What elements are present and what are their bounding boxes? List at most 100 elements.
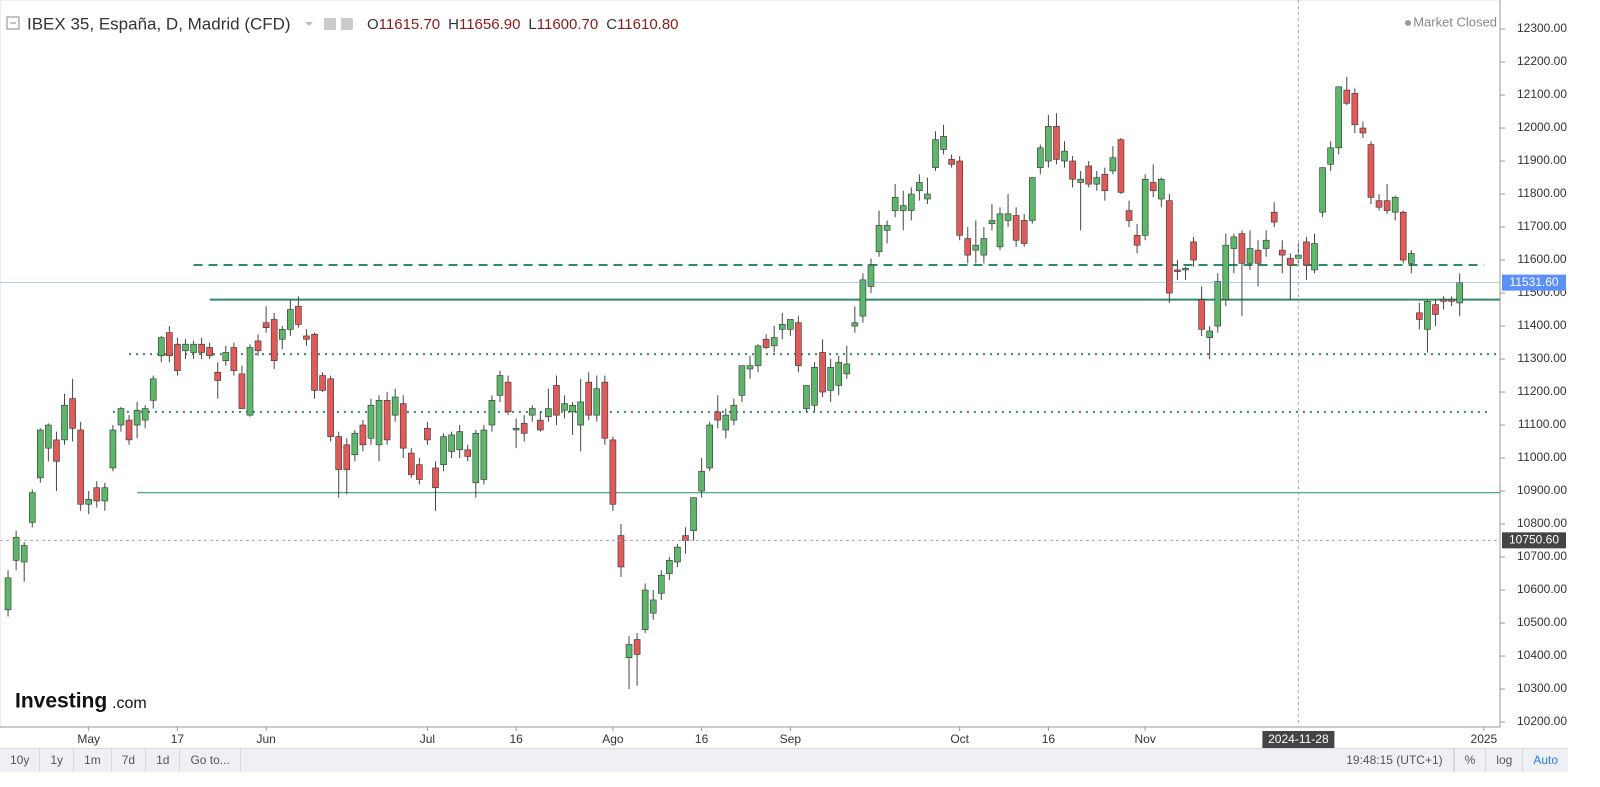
candle-body bbox=[149, 378, 157, 401]
candle-body bbox=[924, 193, 931, 200]
candle-body bbox=[827, 366, 834, 391]
candle-body bbox=[1222, 244, 1230, 300]
candle-body bbox=[706, 424, 713, 469]
y-tick-label: 11800.00 bbox=[1517, 186, 1566, 200]
candle-body bbox=[206, 347, 213, 357]
y-tick-label: 11000.00 bbox=[1517, 450, 1566, 464]
x-tick-label: Ago bbox=[602, 732, 624, 746]
candle-body bbox=[448, 434, 455, 452]
range-button[interactable]: 7d bbox=[112, 749, 147, 772]
x-tick-label: 16 bbox=[1042, 732, 1056, 746]
candle-body bbox=[1053, 126, 1060, 160]
last-price-box bbox=[1502, 274, 1566, 291]
candle-body bbox=[77, 429, 84, 505]
candle-body bbox=[93, 487, 101, 502]
candle-body bbox=[230, 347, 238, 371]
ohlc-value: 11615.70 bbox=[379, 16, 440, 33]
candle-body bbox=[1093, 177, 1101, 185]
candle-body bbox=[1174, 269, 1181, 272]
ohlc-key: C bbox=[606, 16, 617, 33]
crosshair-x-box bbox=[1262, 731, 1335, 748]
candle-body bbox=[948, 159, 955, 165]
candle-body bbox=[770, 337, 778, 347]
ohlc-key: L bbox=[528, 16, 536, 33]
candle-body bbox=[278, 329, 286, 340]
candle-body bbox=[1149, 182, 1157, 192]
x-tick-label: 17 bbox=[171, 732, 185, 746]
candle-body bbox=[537, 419, 544, 431]
candle-body bbox=[1254, 249, 1262, 264]
candle-body bbox=[843, 363, 851, 375]
candle-body bbox=[311, 333, 318, 391]
x-tick-label: Jul bbox=[420, 732, 435, 746]
y-tick-label: 12200.00 bbox=[1517, 54, 1567, 68]
candle-body bbox=[1166, 200, 1173, 294]
y-tick-label: 11300.00 bbox=[1517, 351, 1566, 365]
candle-body bbox=[738, 365, 746, 396]
crosshair-y-label: 10750.60 bbox=[1509, 533, 1559, 547]
candle-body bbox=[1448, 299, 1455, 302]
candle-body bbox=[1133, 234, 1141, 246]
range-button[interactable]: 1m bbox=[74, 749, 112, 772]
chart: 10200.00 10300.00 10400.00 10500.00 10600.00… bbox=[0, 0, 1567, 748]
dropdown-icon[interactable] bbox=[305, 22, 313, 26]
candle-body bbox=[972, 244, 980, 251]
candle-body bbox=[883, 225, 891, 231]
candle-body bbox=[4, 577, 12, 611]
candle-body bbox=[222, 352, 230, 361]
candle-body bbox=[835, 362, 843, 386]
status-dot bbox=[1405, 20, 1411, 26]
candle-body bbox=[198, 343, 205, 353]
market-status: Market Closed bbox=[1413, 14, 1497, 29]
candle-body bbox=[85, 498, 93, 505]
candle-body bbox=[319, 375, 326, 391]
candle-body bbox=[1311, 243, 1318, 271]
candle-body bbox=[553, 385, 560, 416]
settings-icon[interactable] bbox=[341, 18, 353, 30]
range-button[interactable]: 10y bbox=[0, 749, 41, 772]
candle-body bbox=[190, 343, 197, 353]
candle-body bbox=[295, 305, 302, 325]
candle-body bbox=[351, 432, 359, 456]
candle-body bbox=[12, 536, 20, 561]
candle-body bbox=[1069, 160, 1076, 180]
candle-body bbox=[1335, 86, 1343, 149]
candle-body bbox=[601, 381, 609, 439]
candle-body bbox=[528, 408, 536, 416]
collapse-icon[interactable] bbox=[6, 16, 20, 30]
candle-body bbox=[1270, 211, 1278, 223]
y-tick-label: 10600.00 bbox=[1517, 582, 1567, 596]
candle-body bbox=[1399, 211, 1407, 261]
settings-icon[interactable] bbox=[324, 18, 336, 30]
y-tick-label: 12000.00 bbox=[1517, 120, 1567, 134]
candle-body bbox=[690, 497, 697, 531]
y-tick-label: 10300.00 bbox=[1517, 681, 1567, 695]
candle-body bbox=[1206, 330, 1213, 338]
candle-body bbox=[1028, 177, 1036, 221]
ohlc-readout: O11615.70 H11656.90 L11600.70 C11610.80 bbox=[367, 16, 679, 33]
toolbar: 10y 1y 1m 7d 1d Go to... 19:48:15 (UTC+1)% log A… bbox=[0, 748, 1568, 772]
ohlc-value: 11600.70 bbox=[537, 16, 598, 33]
candle-body bbox=[1182, 267, 1189, 271]
range-button[interactable]: 1d bbox=[146, 749, 181, 772]
scale-option[interactable]: Auto bbox=[1522, 749, 1568, 772]
scale-option[interactable]: log bbox=[1485, 749, 1522, 772]
candle-body bbox=[1109, 157, 1117, 172]
candle-body bbox=[1190, 241, 1197, 261]
candle-body bbox=[1375, 200, 1383, 208]
scale-option[interactable]: % bbox=[1453, 749, 1486, 772]
candle-body bbox=[69, 398, 76, 429]
candle-body bbox=[561, 403, 568, 411]
goto-button[interactable]: Go to... bbox=[180, 749, 241, 772]
x-tick-label: Jun bbox=[256, 732, 275, 746]
candle-body bbox=[1085, 165, 1093, 185]
candle-body bbox=[891, 197, 899, 211]
x-tick-label: 16 bbox=[695, 732, 709, 746]
candle-body bbox=[617, 535, 625, 568]
candle-body bbox=[375, 399, 383, 446]
range-button[interactable]: 1y bbox=[40, 749, 75, 772]
candle-body bbox=[1278, 249, 1286, 256]
candle-body bbox=[1383, 200, 1391, 211]
candle-body bbox=[1440, 299, 1447, 302]
